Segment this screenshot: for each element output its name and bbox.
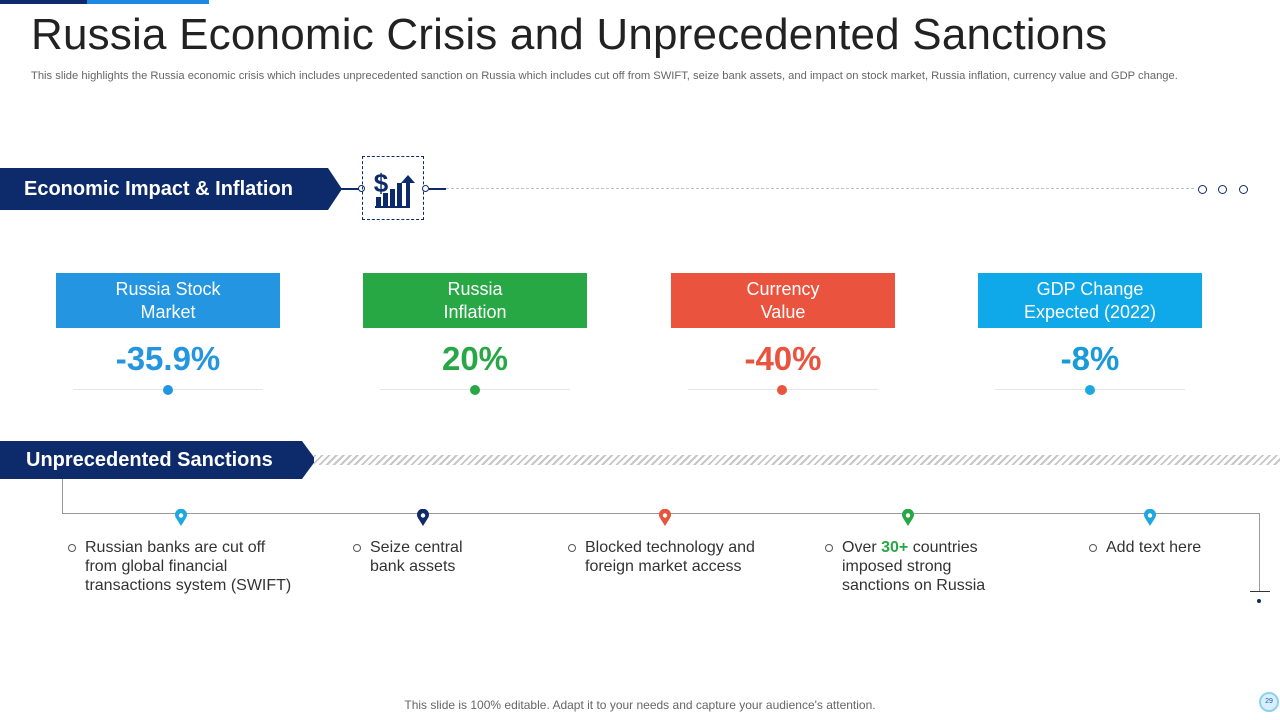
- sanction-text: Seize central bank assets: [370, 539, 463, 575]
- stat-card-inflation: Russia Inflation: [363, 273, 587, 328]
- svg-text:$: $: [374, 168, 389, 198]
- banner-connector-left: [340, 188, 362, 190]
- hatched-divider: [314, 455, 1280, 465]
- connector-dot: [422, 185, 429, 192]
- timeline-end-dot: [1198, 185, 1207, 194]
- stat-value-gdp: -8%: [1060, 340, 1120, 377]
- sanctions-bracket-left: [62, 479, 63, 513]
- stat-value-stock-market: -35.9%: [115, 340, 221, 377]
- stat-dot: [777, 385, 787, 395]
- stat-label: GDP Change Expected (2022): [1023, 278, 1157, 322]
- bullet-icon: [353, 544, 361, 552]
- stat-label: Russia Stock Market: [115, 278, 221, 322]
- stat-label: Russia Inflation: [443, 278, 507, 322]
- stat-dot: [163, 385, 173, 395]
- timeline-connector-solid: [429, 188, 446, 190]
- stat-value-currency: -40%: [744, 340, 822, 377]
- location-pin-icon: [175, 509, 187, 526]
- location-pin-icon: [902, 509, 914, 526]
- bracket-end-cap: [1250, 591, 1270, 592]
- page-title: Russia Economic Crisis and Unprecedented…: [31, 10, 1108, 59]
- stat-card-gdp: GDP Change Expected (2022): [978, 273, 1202, 328]
- economic-impact-banner: Economic Impact & Inflation: [0, 168, 342, 210]
- sanctions-banner: Unprecedented Sanctions: [0, 441, 316, 479]
- connector-dot: [358, 185, 365, 192]
- sanction-text: Add text here: [1106, 539, 1202, 556]
- top-accent-bar-blue: [87, 0, 209, 4]
- sanctions-label: Unprecedented Sanctions: [26, 449, 273, 471]
- sanction-text: Russian banks are cut off from global fi…: [85, 539, 292, 594]
- stat-dot: [470, 385, 480, 395]
- footer-note: This slide is 100% editable. Adapt it to…: [404, 698, 876, 712]
- highlight-count: 30+: [881, 539, 909, 556]
- sanction-item-countries: Over 30+ countries imposed strong sancti…: [825, 538, 1000, 595]
- bullet-icon: [825, 544, 833, 552]
- economic-impact-label: Economic Impact & Inflation: [24, 178, 293, 200]
- location-pin-icon: [1144, 509, 1156, 526]
- stat-card-currency: Currency Value: [671, 273, 895, 328]
- stat-dot: [1085, 385, 1095, 395]
- bullet-icon: [1089, 544, 1097, 552]
- stat-value-inflation: 20%: [441, 340, 509, 377]
- sanction-item-technology: Blocked technology and foreign market ac…: [568, 538, 768, 576]
- stat-label: Currency Value: [746, 278, 820, 322]
- page-number: 29: [1259, 692, 1279, 712]
- dollar-chart-icon: $: [362, 156, 424, 220]
- sanction-text: Blocked technology and foreign market ac…: [585, 539, 755, 575]
- stat-card-stock-market: Russia Stock Market: [56, 273, 280, 328]
- location-pin-icon: [659, 509, 671, 526]
- sanction-item-swift: Russian banks are cut off from global fi…: [68, 538, 298, 595]
- page-subtitle: This slide highlights the Russia economi…: [31, 70, 1178, 82]
- timeline-dashed-line: [446, 188, 1194, 189]
- sanction-text: Over 30+ countries imposed strong sancti…: [842, 539, 986, 594]
- timeline-end-dot: [1218, 185, 1227, 194]
- bracket-end-dot: [1257, 599, 1261, 603]
- timeline-end-dot: [1239, 185, 1248, 194]
- bullet-icon: [68, 544, 76, 552]
- bullet-icon: [568, 544, 576, 552]
- sanctions-bracket-right: [1259, 513, 1260, 591]
- sanction-item-bank-assets: Seize central bank assets: [353, 538, 483, 576]
- top-accent-bar-navy: [0, 0, 87, 4]
- location-pin-icon: [417, 509, 429, 526]
- sanction-item-placeholder: Add text here: [1089, 538, 1239, 557]
